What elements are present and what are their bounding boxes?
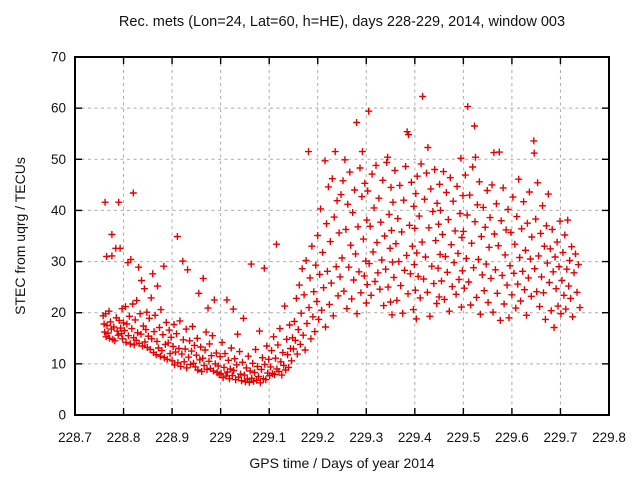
x-tick-label: 229.4 [398,430,432,445]
x-tick-label: 228.8 [107,430,141,445]
y-tick-label: 30 [51,254,66,269]
x-tick-label: 229.8 [592,430,626,445]
chart-title: Rec. mets (Lon=24, Lat=60, h=HE), days 2… [118,14,566,30]
x-tick-label: 229.7 [544,430,578,445]
x-tick-label: 229.5 [446,430,480,445]
x-axis-label: GPS time / Days of year 2014 [249,455,435,471]
x-tick-label: 229.2 [301,430,335,445]
y-tick-label: 40 [51,203,66,218]
y-tick-label: 0 [58,408,66,423]
y-tick-label: 10 [51,356,66,371]
y-tick-label: 20 [51,305,66,320]
x-tick-label: 229.1 [252,430,286,445]
y-tick-label: 70 [51,50,66,65]
x-tick-label: 228.9 [155,430,189,445]
x-tick-label: 228.7 [58,430,92,445]
x-tick-label: 229.3 [349,430,383,445]
data-points [99,92,584,387]
y-tick-label: 50 [51,152,66,167]
x-tick-label: 229.6 [495,430,529,445]
plot-border [74,56,610,416]
x-tick-label: 229 [209,430,232,445]
y-tick-label: 60 [51,101,66,116]
